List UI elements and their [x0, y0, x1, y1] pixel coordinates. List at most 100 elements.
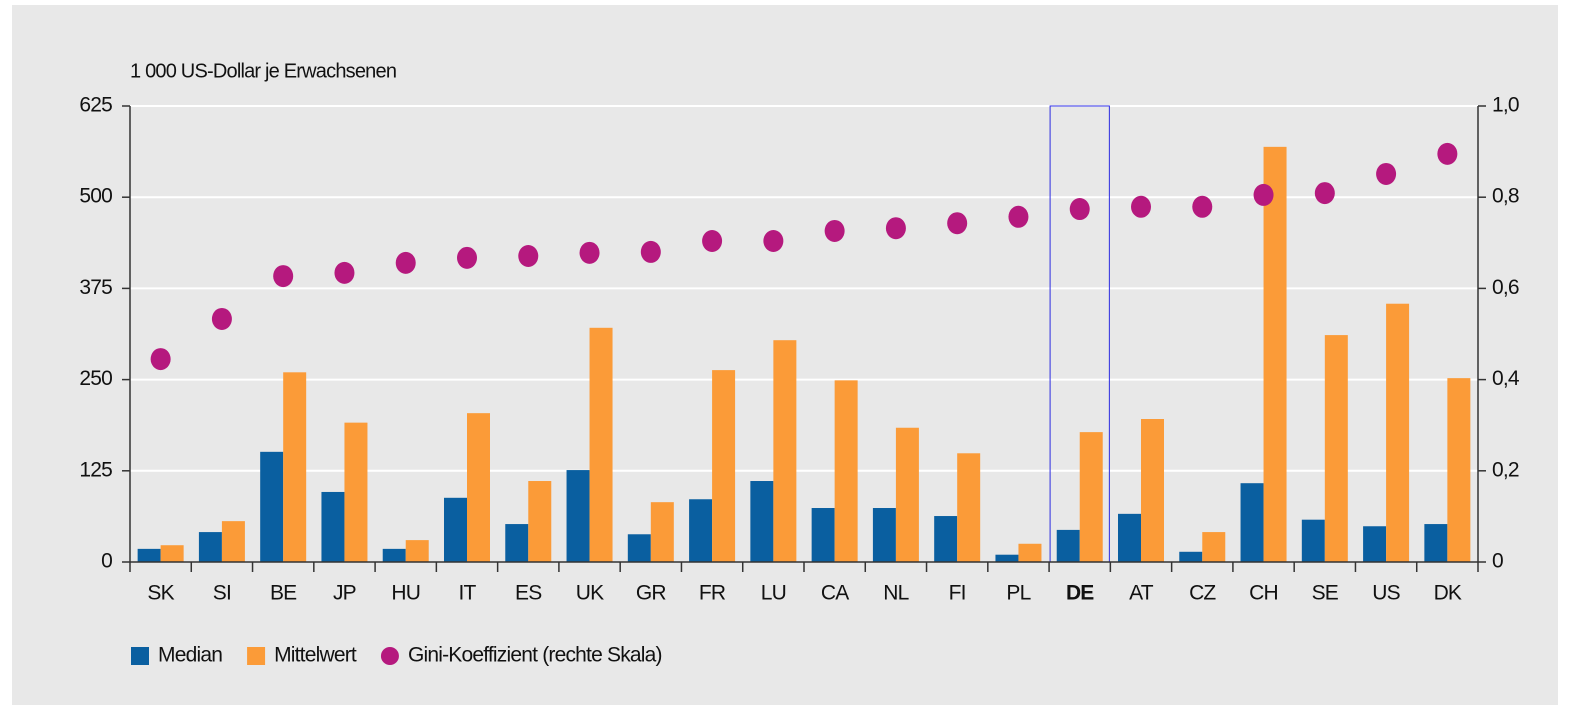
bar [467, 413, 490, 562]
bar [589, 327, 613, 562]
bar [528, 481, 552, 562]
bar [834, 380, 858, 562]
bar [566, 470, 590, 562]
bar [712, 370, 736, 562]
y-tick-label: 250 [79, 367, 112, 390]
bar [160, 545, 184, 562]
gini-point [1008, 205, 1029, 228]
gini-point [1376, 162, 1397, 185]
bar [1079, 432, 1103, 562]
y2-tick-label: 0 [1492, 550, 1503, 573]
gini-point [395, 251, 416, 274]
bar [627, 534, 651, 562]
gini-point [702, 229, 723, 252]
legend-label: Median [158, 644, 222, 667]
legend-label: Gini-Koeffizient (rechte Skala) [408, 644, 662, 667]
bar [750, 481, 774, 562]
bar [405, 540, 429, 562]
bar [344, 422, 368, 562]
x-tick-label: SI [213, 582, 231, 605]
bar [321, 491, 345, 562]
gini-point [1314, 182, 1335, 205]
bar [650, 502, 674, 562]
x-tick-label: PL [1006, 582, 1030, 605]
x-tick-label: US [1372, 582, 1400, 605]
bar [811, 508, 835, 562]
x-tick-label: JP [333, 582, 356, 605]
bar [260, 451, 284, 562]
gini-point [1131, 195, 1151, 218]
bar [198, 532, 222, 562]
bar [137, 548, 161, 562]
legend-marker [131, 647, 149, 665]
bar [1263, 146, 1287, 562]
bar [382, 548, 406, 562]
legend-marker [247, 647, 266, 665]
bar [934, 516, 958, 562]
gini-point [211, 307, 232, 330]
y2-tick-label: 0,4 [1492, 367, 1520, 390]
x-tick-label: HU [391, 582, 420, 605]
bar [505, 524, 529, 562]
bar [444, 497, 467, 562]
y-tick-label: 375 [79, 276, 112, 299]
bar [221, 521, 245, 562]
x-tick-label: FI [949, 582, 966, 605]
bar [1202, 532, 1226, 562]
bar [1240, 483, 1264, 562]
gini-point [457, 246, 477, 269]
x-tick-label: ES [515, 582, 542, 605]
bar [1324, 335, 1348, 562]
bar [995, 554, 1019, 562]
x-tick-label: LU [761, 582, 786, 605]
y-tick-label: 625 [79, 94, 112, 117]
x-tick-label: DE [1066, 582, 1094, 605]
bar [1118, 513, 1141, 562]
x-tick-label: SK [147, 582, 174, 605]
gini-point [334, 261, 355, 284]
bar [283, 372, 307, 562]
y2-tick-label: 0,2 [1492, 458, 1519, 481]
y-tick-label: 125 [79, 458, 112, 481]
y-axis-label: 1 000 US-Dollar je Erwachsenen [130, 60, 396, 82]
bar [1301, 519, 1325, 562]
x-tick-label: DK [1434, 582, 1462, 605]
bar [1179, 551, 1203, 562]
bar [773, 340, 797, 562]
x-tick-label: CZ [1189, 582, 1216, 605]
bar [1386, 303, 1410, 562]
x-tick-label: UK [576, 582, 604, 605]
gini-point [824, 219, 845, 242]
gini-point [1192, 195, 1213, 218]
x-tick-label: BE [270, 582, 297, 605]
gini-point [1253, 183, 1274, 206]
bar [1056, 529, 1080, 562]
x-tick-label: SE [1312, 582, 1339, 605]
gini-point [885, 217, 906, 240]
gini-point [518, 245, 539, 268]
bar [872, 508, 896, 562]
y-tick-label: 0 [101, 550, 112, 573]
x-tick-label: IT [458, 582, 476, 605]
y2-tick-label: 0,8 [1492, 185, 1519, 208]
legend-marker [380, 647, 399, 665]
bar [1363, 526, 1387, 562]
gini-point [1069, 198, 1090, 221]
bar [689, 499, 713, 562]
x-tick-label: NL [883, 582, 908, 605]
gini-point [1437, 142, 1458, 165]
gini-point [579, 241, 600, 264]
bar [1018, 543, 1042, 562]
gini-point [640, 240, 661, 263]
y2-tick-label: 1,0 [1492, 94, 1519, 117]
bar [895, 427, 919, 562]
y2-tick-label: 0,6 [1492, 276, 1519, 299]
bar [1447, 378, 1471, 562]
x-tick-label: FR [699, 582, 726, 605]
gini-point [763, 229, 784, 252]
x-tick-label: CH [1249, 582, 1278, 605]
gini-point [150, 348, 171, 371]
x-tick-label: CA [821, 582, 849, 605]
legend-label: Mittelwert [274, 644, 357, 667]
